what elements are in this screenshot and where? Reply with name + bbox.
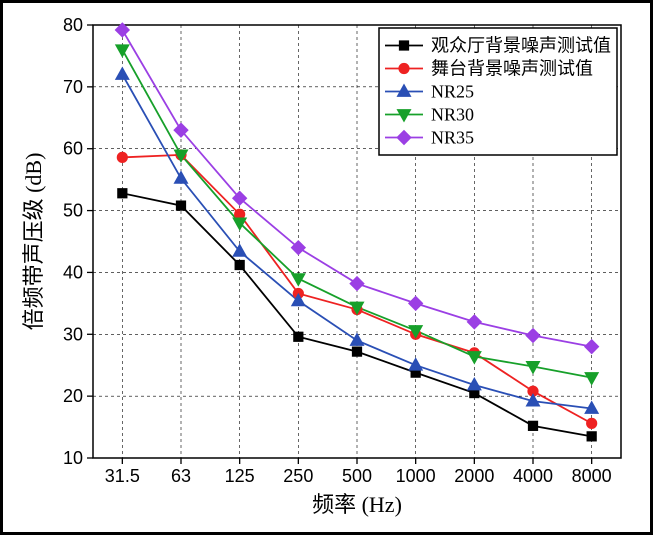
legend-item-label: NR35 (431, 127, 474, 147)
y-tick-label: 40 (63, 262, 83, 282)
x-tick-label: 1000 (396, 466, 436, 486)
y-tick-label: 80 (63, 15, 83, 35)
x-axis-label: 频率 (Hz) (312, 492, 402, 517)
legend-item-label: NR30 (431, 104, 474, 124)
x-tick-label: 125 (225, 466, 255, 486)
x-tick-label: 2000 (454, 466, 494, 486)
x-tick-label: 250 (283, 466, 313, 486)
x-tick-label: 8000 (572, 466, 612, 486)
legend-item-label: 观众厅背景噪声测试值 (431, 35, 611, 55)
legend: 观众厅背景噪声测试值舞台背景噪声测试值 NR25 NR30 NR35 (379, 28, 617, 155)
y-tick-label: 30 (63, 324, 83, 344)
y-tick-label: 70 (63, 77, 83, 97)
x-tick-label: 31.5 (105, 466, 140, 486)
outer-frame: 10 20 30 40 50 60 70 80 31.5 63 125 250 500 1000 2000 4… (0, 0, 653, 535)
y-tick-label: 20 (63, 386, 83, 406)
y-tick-label: 60 (63, 139, 83, 159)
x-tick-label: 63 (171, 466, 191, 486)
x-tick-label: 500 (342, 466, 372, 486)
chart-svg: 10 20 30 40 50 60 70 80 31.5 63 125 250 500 1000 2000 4… (13, 13, 640, 522)
chart-container: 10 20 30 40 50 60 70 80 31.5 63 125 250 500 1000 2000 4… (13, 13, 640, 522)
y-tick-label: 50 (63, 201, 83, 221)
y-tick-label: 10 (63, 448, 83, 468)
y-axis-label: 倍频带声压级 (dB) (21, 153, 46, 331)
legend-item-label: 舞台背景噪声测试值 (431, 58, 593, 78)
x-tick-label: 4000 (513, 466, 553, 486)
legend-item-label: NR25 (431, 81, 474, 101)
